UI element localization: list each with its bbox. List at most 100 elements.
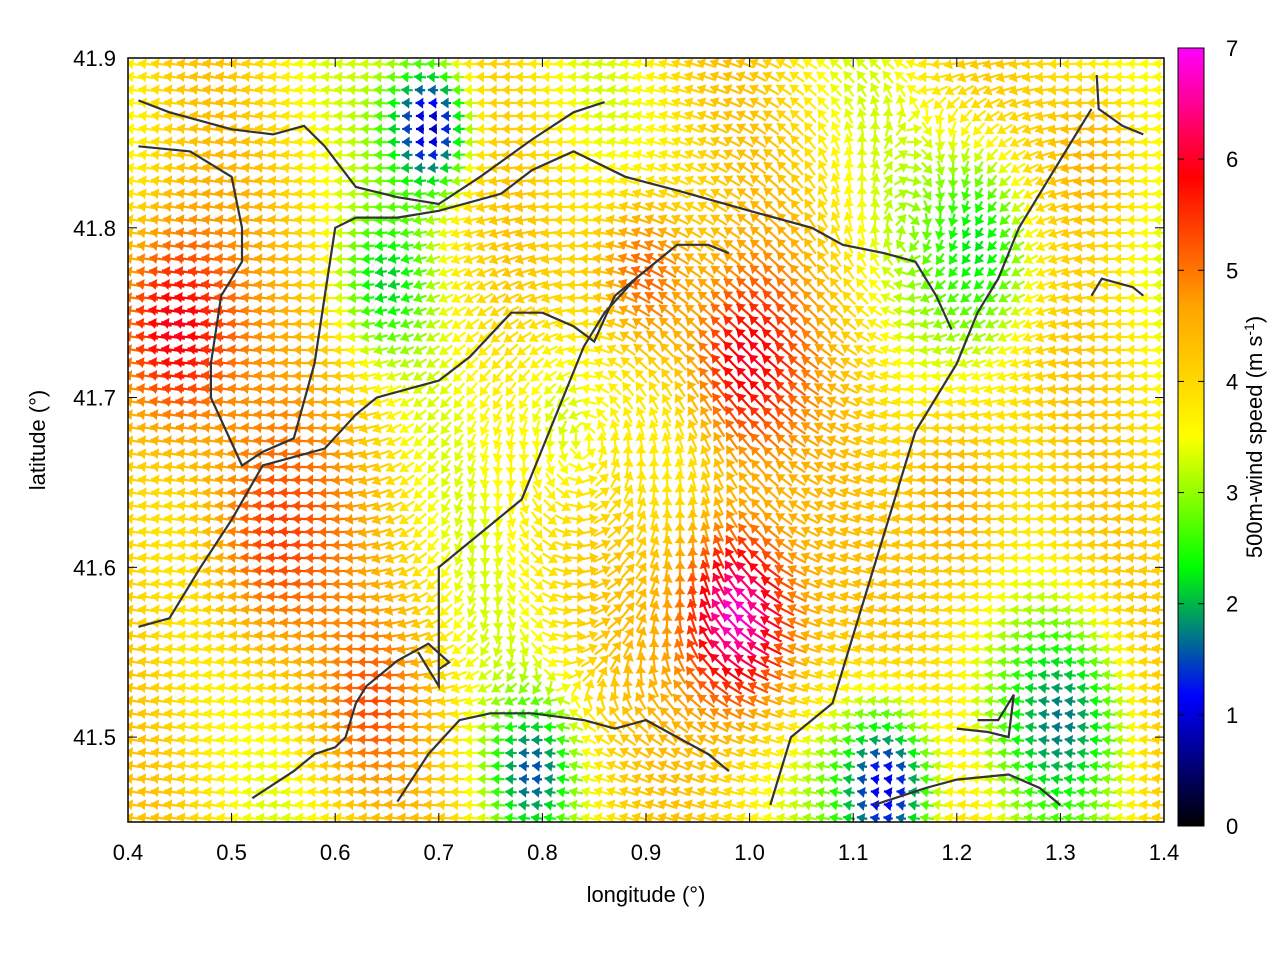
wind-arrow (466, 498, 478, 514)
wind-arrow (607, 525, 623, 539)
wind-arrow (138, 136, 156, 148)
wind-arrow (736, 123, 754, 135)
wind-arrow (402, 123, 412, 135)
wind-arrow (400, 279, 414, 290)
wind-arrow (762, 264, 780, 280)
wind-arrow (581, 84, 597, 96)
wind-arrow (829, 799, 843, 811)
wind-arrow (440, 472, 452, 488)
wind-arrow (684, 71, 702, 82)
wind-arrow (451, 293, 467, 304)
wind-arrow (581, 786, 597, 798)
wind-arrow (919, 305, 935, 317)
wind-arrow (518, 681, 530, 695)
wind-arrow (1037, 656, 1051, 668)
wind-arrow (529, 603, 545, 617)
wind-arrow (905, 58, 923, 69)
wind-arrow (645, 175, 663, 186)
wind-arrow (882, 734, 894, 746)
wind-arrow (1152, 448, 1164, 460)
wind-arrow (658, 123, 676, 135)
wind-arrow (554, 71, 572, 83)
wind-arrow (970, 97, 988, 109)
wind-arrow (505, 654, 517, 670)
wind-arrow (506, 668, 516, 682)
wind-arrow (1139, 110, 1157, 122)
wind-arrow (959, 318, 973, 329)
wind-arrow (294, 136, 312, 148)
wind-arrow (606, 786, 624, 797)
wind-arrow (1139, 84, 1157, 96)
wind-arrow (516, 356, 532, 370)
wind-arrow (426, 460, 440, 474)
wind-arrow (464, 318, 480, 330)
wind-arrow (762, 122, 780, 136)
wind-arrow (803, 96, 817, 110)
wind-arrow (908, 225, 920, 241)
wind-arrow (882, 121, 894, 137)
wind-arrow (971, 695, 987, 707)
wind-arrow (1011, 254, 1025, 264)
wind-arrow (555, 500, 571, 512)
wind-arrow (645, 97, 663, 109)
wind-arrow (1102, 734, 1116, 746)
wind-arrow (749, 84, 767, 96)
wind-arrow (749, 135, 767, 149)
wind-arrow (908, 760, 920, 772)
wind-arrow (557, 433, 569, 449)
wind-arrow (816, 96, 830, 110)
wind-arrow (607, 58, 623, 70)
wind-arrow (984, 357, 1000, 369)
wind-arrow (1035, 267, 1053, 278)
wind-arrow (997, 136, 1013, 148)
wind-arrow (1151, 552, 1164, 564)
wind-arrow (607, 71, 623, 83)
wind-arrow (518, 734, 530, 746)
wind-arrow (347, 84, 363, 96)
wind-arrow (530, 695, 544, 706)
wind-arrow (1153, 292, 1164, 304)
wind-arrow (543, 799, 557, 811)
wind-arrow (763, 186, 779, 202)
wind-arrow (568, 396, 584, 408)
wind-arrow (749, 799, 767, 811)
wind-arrow (829, 747, 843, 759)
wind-arrow (817, 108, 829, 124)
wind-arrow (428, 136, 438, 148)
wind-arrow (294, 110, 312, 122)
wind-arrow (360, 214, 376, 226)
wind-arrow (556, 786, 570, 798)
wind-arrow (749, 213, 767, 227)
wind-arrow (373, 344, 389, 356)
wind-arrow (294, 97, 312, 109)
wind-arrow (974, 227, 985, 239)
wind-arrow (531, 498, 543, 514)
wind-arrow (999, 240, 1011, 252)
wind-arrow (843, 159, 855, 177)
wind-arrow (425, 266, 441, 278)
wind-arrow (723, 110, 741, 121)
wind-arrow (986, 253, 998, 265)
wind-arrow (582, 707, 596, 721)
wind-arrow (425, 319, 441, 329)
wind-arrow (908, 773, 920, 785)
wind-arrow (477, 721, 493, 733)
wind-arrow (506, 589, 517, 605)
wind-arrow (334, 175, 350, 187)
wind-arrow (1035, 163, 1053, 174)
wind-arrow (1076, 773, 1090, 785)
wind-arrow (440, 84, 452, 96)
wind-arrow (163, 71, 183, 83)
wind-arrow (373, 175, 389, 187)
wind-arrow (749, 97, 767, 109)
wind-arrow (358, 423, 378, 434)
wind-arrow (436, 695, 456, 707)
wind-arrow (530, 382, 544, 396)
wind-arrow (386, 58, 402, 70)
wind-arrow (504, 695, 518, 706)
wind-arrow (658, 58, 676, 70)
wind-arrow (672, 342, 688, 358)
wind-arrow (762, 71, 780, 83)
wind-arrow (347, 201, 363, 213)
wind-arrow (1064, 695, 1076, 707)
